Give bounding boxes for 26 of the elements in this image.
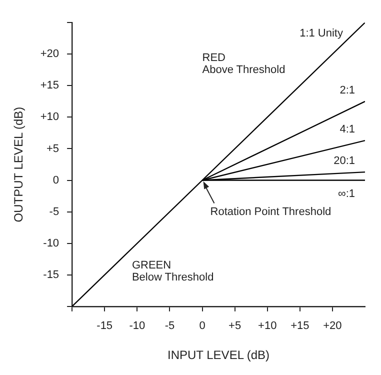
x-tick-label: -10 <box>129 320 146 332</box>
x-tick-label: +5 <box>228 320 242 332</box>
series-label: 20:1 <box>334 155 355 168</box>
annotation: Rotation Point Threshold <box>210 206 332 218</box>
x-tick-label: 0 <box>199 320 206 332</box>
annotation: GREEN Below Threshold <box>132 259 214 284</box>
y-tick-label: +5 <box>46 142 60 155</box>
y-tick-label: 0 <box>52 174 60 186</box>
y-tick-label: -10 <box>43 237 60 250</box>
series-label: ∞:1 <box>338 188 355 200</box>
x-tick-label: -5 <box>164 320 175 332</box>
x-tick-label: +20 <box>323 320 342 332</box>
x-tick-label: +15 <box>290 320 310 332</box>
y-tick-label: +15 <box>40 80 60 92</box>
annotation: RED Above Threshold <box>202 52 286 76</box>
x-axis-title: INPUT LEVEL (dB) <box>168 348 270 362</box>
x-tick-label: -15 <box>96 320 113 332</box>
y-tick-label: -15 <box>43 268 60 281</box>
series-label: 1:1 Unity <box>300 28 344 40</box>
y-axis-title: OUTPUT LEVEL (dB) <box>12 106 26 222</box>
y-tick-label: +10 <box>40 111 60 124</box>
x-tick-label: +10 <box>258 320 277 332</box>
series-label: 4:1 <box>340 124 355 136</box>
series-label: 2:1 <box>340 84 355 96</box>
y-tick-label: +20 <box>40 48 60 60</box>
y-tick-label: -5 <box>49 206 60 218</box>
